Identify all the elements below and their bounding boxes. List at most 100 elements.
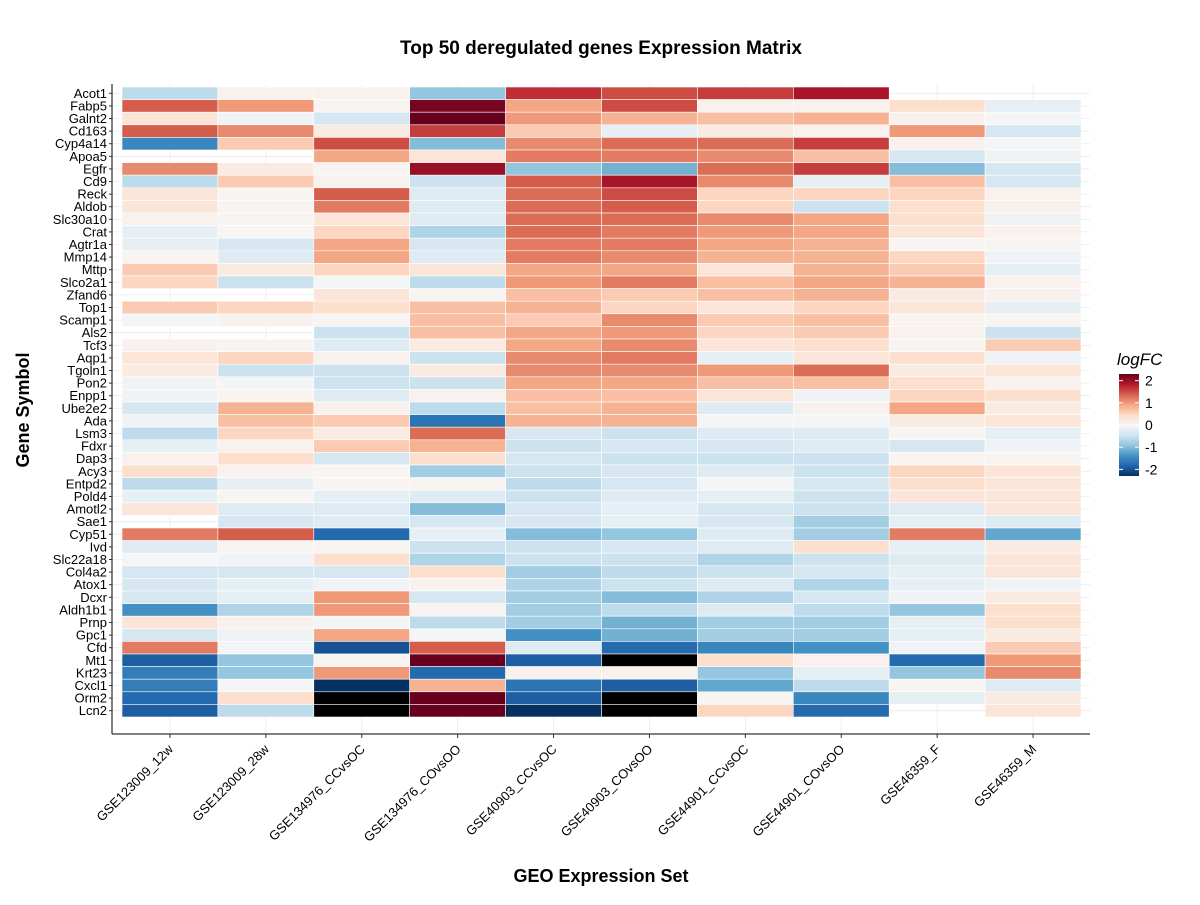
heatmap-cell: [313, 477, 410, 491]
heatmap-cell: [697, 464, 794, 478]
y-tick-label: Lcn2: [79, 703, 107, 718]
heatmap-cell: [888, 338, 986, 352]
heatmap-cell: [792, 263, 890, 277]
heatmap-cell: [984, 540, 1082, 554]
heatmap-cell: [121, 641, 219, 655]
heatmap-cell: [217, 552, 315, 567]
heatmap-cell: [409, 250, 506, 264]
heatmap-cell: [121, 225, 219, 239]
heatmap-cell: [601, 212, 698, 226]
heatmap-cell: [409, 86, 506, 100]
heatmap-cell: [697, 603, 794, 617]
heatmap-cell: [888, 489, 986, 504]
y-tick-label: Tcf3: [83, 338, 107, 353]
y-tick-label: Cd163: [69, 124, 107, 139]
heatmap-cell: [409, 552, 506, 567]
heatmap-cell: [601, 704, 698, 718]
heatmap-cell: [121, 313, 219, 327]
heatmap-cell: [888, 452, 986, 466]
heatmap-cell: [792, 288, 890, 302]
y-tick-label: Acy3: [78, 464, 107, 479]
heatmap-cell: [121, 99, 219, 113]
heatmap-cell: [984, 200, 1082, 214]
heatmap-cell: [984, 401, 1082, 415]
heatmap-cell: [792, 237, 890, 252]
heatmap-cell: [888, 653, 986, 667]
heatmap-cell: [409, 99, 506, 113]
heatmap-cell: [217, 615, 315, 630]
heatmap-cell: [697, 489, 794, 504]
heatmap-cell: [792, 300, 890, 315]
heatmap-cell: [984, 565, 1082, 579]
heatmap-cell: [984, 300, 1082, 315]
heatmap-cell: [984, 124, 1082, 138]
heatmap-cell: [888, 502, 986, 516]
y-tick-label: Cd9: [83, 174, 107, 189]
heatmap-cell: [792, 540, 890, 554]
heatmap-cell: [601, 363, 698, 378]
x-tick-label: GSE46359_F: [877, 741, 943, 807]
heatmap-cell: [121, 250, 219, 264]
y-tick-label: Als2: [82, 325, 107, 340]
y-tick-label: Orm2: [75, 691, 108, 706]
heatmap-cell: [313, 414, 410, 428]
heatmap-cell: [984, 515, 1082, 529]
heatmap-cell: [792, 426, 890, 441]
heatmap-cell: [792, 439, 890, 453]
heatmap-cell: [505, 124, 602, 138]
heatmap-cell: [888, 263, 986, 277]
heatmap-cell: [217, 263, 315, 277]
heatmap-cell: [601, 288, 698, 302]
heatmap-cell: [792, 187, 890, 201]
heatmap-cell: [888, 300, 986, 315]
heatmap-cell: [121, 691, 219, 705]
heatmap-cell: [217, 313, 315, 327]
heatmap-cell: [217, 439, 315, 453]
heatmap-cell: [697, 389, 794, 403]
heatmap-cell: [984, 187, 1082, 201]
heatmap-cell: [601, 200, 698, 214]
heatmap-cell: [121, 300, 219, 315]
heatmap-cell: [601, 313, 698, 327]
heatmap-cell: [792, 111, 890, 126]
heatmap-cell: [217, 174, 315, 189]
heatmap-cell: [409, 326, 506, 340]
heatmap-cell: [217, 628, 315, 642]
heatmap-cell: [697, 288, 794, 302]
heatmap-cell: [697, 426, 794, 441]
heatmap-cell: [313, 149, 410, 163]
heatmap-cell: [697, 137, 794, 151]
heatmap-cell: [409, 464, 506, 478]
heatmap-cell: [984, 351, 1082, 365]
heatmap-cell: [217, 515, 315, 529]
y-tick-label: Amotl2: [67, 502, 107, 517]
heatmap-cell: [888, 565, 986, 579]
y-tick-label: Ada: [84, 413, 108, 428]
heatmap-cell: [792, 452, 890, 466]
heatmap-cell: [505, 666, 602, 680]
heatmap-cell: [697, 578, 794, 592]
heatmap-cell: [888, 590, 986, 604]
y-tick-label: Cyp51: [69, 527, 107, 542]
heatmap-cell: [313, 162, 410, 176]
legend: logFC 2 1 0 -1 -2: [1117, 350, 1163, 477]
heatmap-cell: [505, 578, 602, 592]
heatmap-cell: [601, 540, 698, 554]
y-tick-label: Lsm3: [75, 426, 107, 441]
heatmap-cell: [217, 389, 315, 403]
heatmap-cell: [697, 666, 794, 680]
heatmap-cell: [984, 704, 1082, 718]
heatmap-cell: [601, 590, 698, 604]
heatmap-cell: [121, 653, 219, 667]
heatmap-cell: [984, 376, 1082, 390]
heatmap-cell: [217, 691, 315, 705]
heatmap-cell: [121, 603, 219, 617]
legend-ticks: 2 1 0 -1 -2: [1119, 373, 1158, 477]
heatmap-cell: [313, 99, 410, 113]
heatmap-cell: [601, 653, 698, 667]
heatmap-cell: [601, 678, 698, 693]
heatmap-cell: [888, 376, 986, 390]
heatmap-cell: [601, 401, 698, 415]
heatmap-cell: [217, 401, 315, 415]
heatmap-cell: [409, 527, 506, 541]
